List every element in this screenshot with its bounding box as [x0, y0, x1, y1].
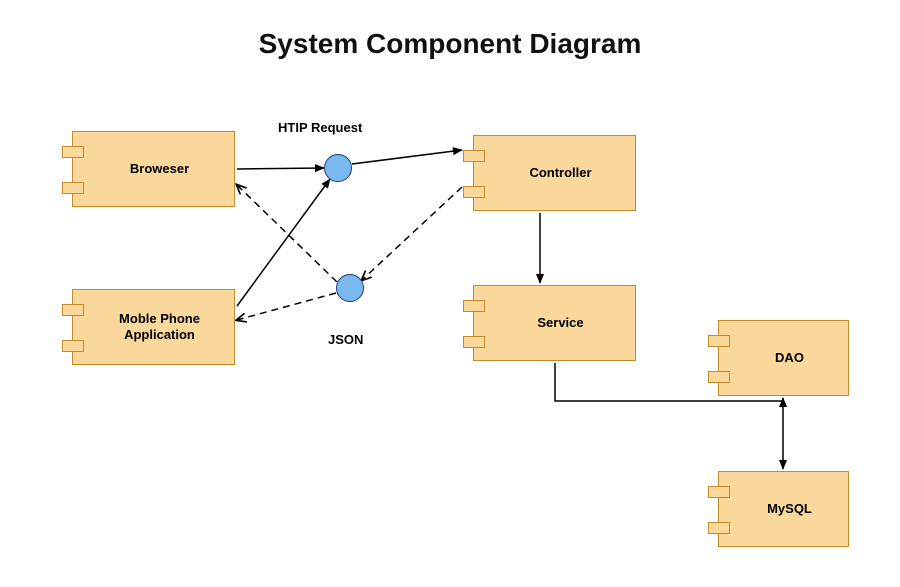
edge-json-to-browser — [237, 185, 337, 282]
component-lug-browser-1 — [62, 182, 84, 194]
component-lug-mysql-1 — [708, 522, 730, 534]
component-controller: Controller — [473, 135, 636, 211]
component-service: Service — [473, 285, 636, 361]
component-lug-mobile-1 — [62, 340, 84, 352]
component-label-service: Service — [519, 315, 589, 331]
component-label-controller: Controller — [511, 165, 597, 181]
component-lug-controller-0 — [463, 150, 485, 162]
component-label-mobile: Moble Phone Application — [101, 311, 206, 342]
interface-json — [336, 274, 364, 302]
edge-mobile-to-http — [237, 179, 330, 306]
interface-http — [324, 154, 352, 182]
edge-http-to-controller — [352, 150, 462, 164]
edge-browser-to-http — [237, 168, 324, 169]
component-label-dao: DAO — [757, 350, 810, 366]
component-lug-dao-1 — [708, 371, 730, 383]
component-mobile: Moble Phone Application — [72, 289, 235, 365]
component-lug-mysql-0 — [708, 486, 730, 498]
diagram-title: System Component Diagram — [0, 28, 900, 60]
component-mysql: MySQL — [718, 471, 849, 547]
component-lug-service-0 — [463, 300, 485, 312]
edge-json-to-mobile — [237, 293, 336, 320]
edge-controller-to-json — [362, 187, 462, 280]
component-browser: Broweser — [72, 131, 235, 207]
component-label-browser: Broweser — [112, 161, 195, 177]
component-label-mysql: MySQL — [749, 501, 818, 517]
component-lug-service-1 — [463, 336, 485, 348]
interface-label-json: JSON — [328, 332, 363, 347]
interface-label-http: HTIP Request — [278, 120, 362, 135]
component-dao: DAO — [718, 320, 849, 396]
component-lug-browser-0 — [62, 146, 84, 158]
component-lug-mobile-0 — [62, 304, 84, 316]
component-lug-dao-0 — [708, 335, 730, 347]
component-lug-controller-1 — [463, 186, 485, 198]
